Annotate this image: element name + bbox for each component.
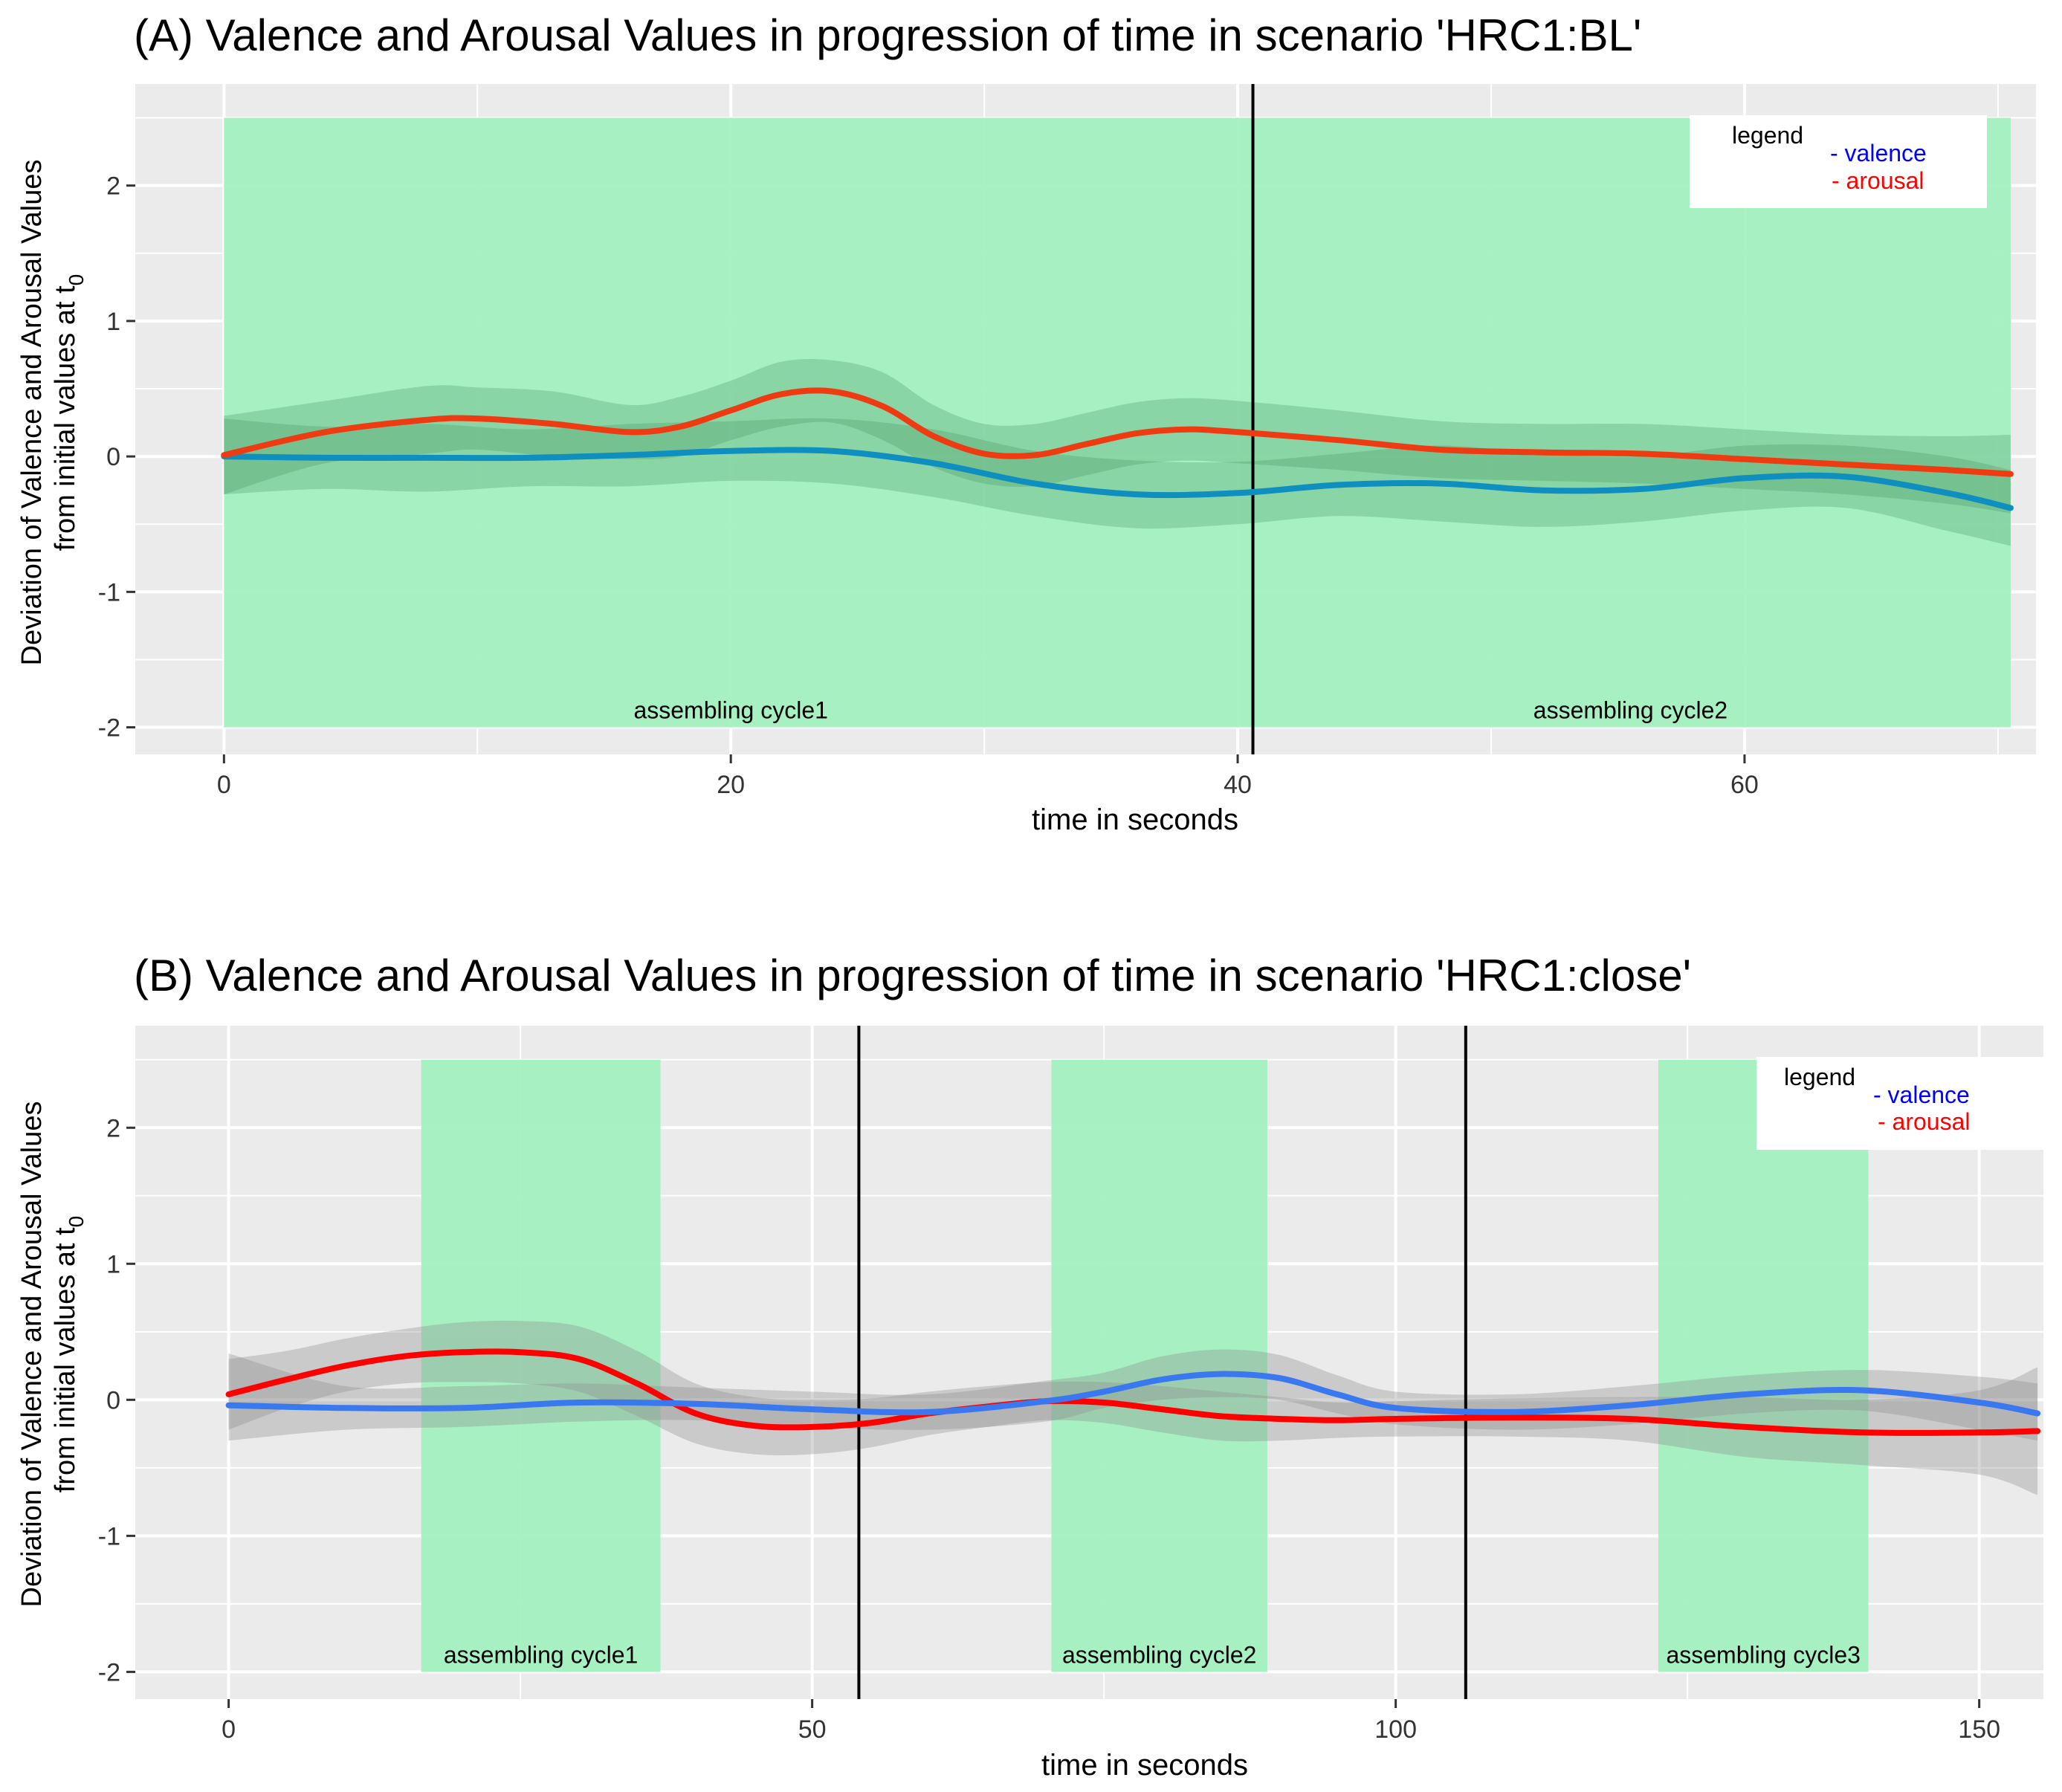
chart-b-ylabel-sub: 0 [65,1216,88,1228]
chart-a-xtick-label: 60 [1730,771,1759,799]
chart-b-line-valence [225,1371,2041,1417]
chart-a-xlabel: time in seconds [1032,803,1238,836]
chart-a-ylabel-line2-text: from initial values at t [50,285,81,551]
chart-a-ytick-label: -2 [98,714,120,743]
chart-a-xtick-label: 0 [217,771,231,799]
chart-b: (B) Valence and Arousal Values in progre… [16,951,2054,1782]
chart-b-ytick-label: 2 [106,1114,120,1142]
chart-a-ylabel-line2: from initial values at t0 [50,274,88,551]
chart-a-cycle-label-2: assembling cycle2 [1533,697,1728,724]
chart-b-ylabel-line2: from initial values at t0 [50,1216,88,1493]
chart-a-title: (A) Valence and Arousal Values in progre… [134,10,1641,60]
chart-b-legend-valence: - valence [1873,1081,1970,1108]
chart-b-cycle-band-2 [1051,1059,1267,1672]
chart-a-ribbon-valence [224,418,2011,546]
chart-a-xtick-label: 20 [717,771,745,799]
chart-b-xtick-label: 100 [1374,1715,1417,1744]
chart-a-ytick-label: 0 [106,443,120,471]
chart-a-cycle-band-2 [1253,117,2011,728]
chart-a-legend-box [1690,115,1987,208]
chart-a-legend-valence: - valence [1830,140,1927,166]
chart-b-ytick-label: -2 [98,1658,120,1686]
chart-b-legend-arousal: - arousal [1878,1108,1971,1135]
chart-b-cycle-band-1 [421,1059,661,1672]
chart-b-ylabel-line1: Deviation of Valence and Arousal Values [16,1102,48,1608]
chart-a-line-arousal [221,387,2014,477]
chart-b-cycle-label-2: assembling cycle2 [1062,1641,1256,1668]
chart-a-ytick-label: 2 [106,172,120,201]
chart-b-xlabel: time in seconds [1041,1749,1248,1782]
chart-b-xtick-label: 150 [1958,1715,2000,1744]
chart-a-ylabel-sub: 0 [65,274,88,286]
chart-b-ytick-label: 0 [106,1386,120,1414]
chart-b-cycle-label-3: assembling cycle3 [1666,1641,1860,1668]
chart-b-ylabel-line2-text: from initial values at t [50,1227,81,1492]
chart-a-legend-arousal: - arousal [1832,167,1924,194]
chart-b-legend-box [1756,1057,2054,1150]
chart-b-ytick-label: -1 [98,1522,120,1550]
chart-b-cycle-band-3 [1658,1059,1869,1672]
chart-b-legend-title: legend [1784,1064,1855,1090]
chart-b-legend: legend - valence - arousal [1756,1057,2054,1150]
chart-b-cycle-label-1: assembling cycle1 [444,1641,638,1668]
chart-a-ytick-label: -1 [98,578,120,607]
chart-b-title: (B) Valence and Arousal Values in progre… [134,951,1691,1000]
chart-a-line-valence [221,447,2014,511]
chart-a-legend-title: legend [1732,122,1803,149]
chart-a-cycle-label-1: assembling cycle1 [633,697,827,724]
chart-a-xtick-label: 40 [1224,771,1252,799]
chart-a: (A) Valence and Arousal Values in progre… [16,10,2036,836]
chart-a-ylabel-line1: Deviation of Valence and Arousal Values [16,160,48,666]
chart-b-xtick-label: 50 [798,1715,827,1744]
chart-b-xtick-label: 0 [222,1715,236,1744]
chart-a-legend: legend - valence - arousal [1690,115,1987,208]
chart-b-ytick-label: 1 [106,1250,120,1278]
chart-a-ytick-label: 1 [106,308,120,336]
